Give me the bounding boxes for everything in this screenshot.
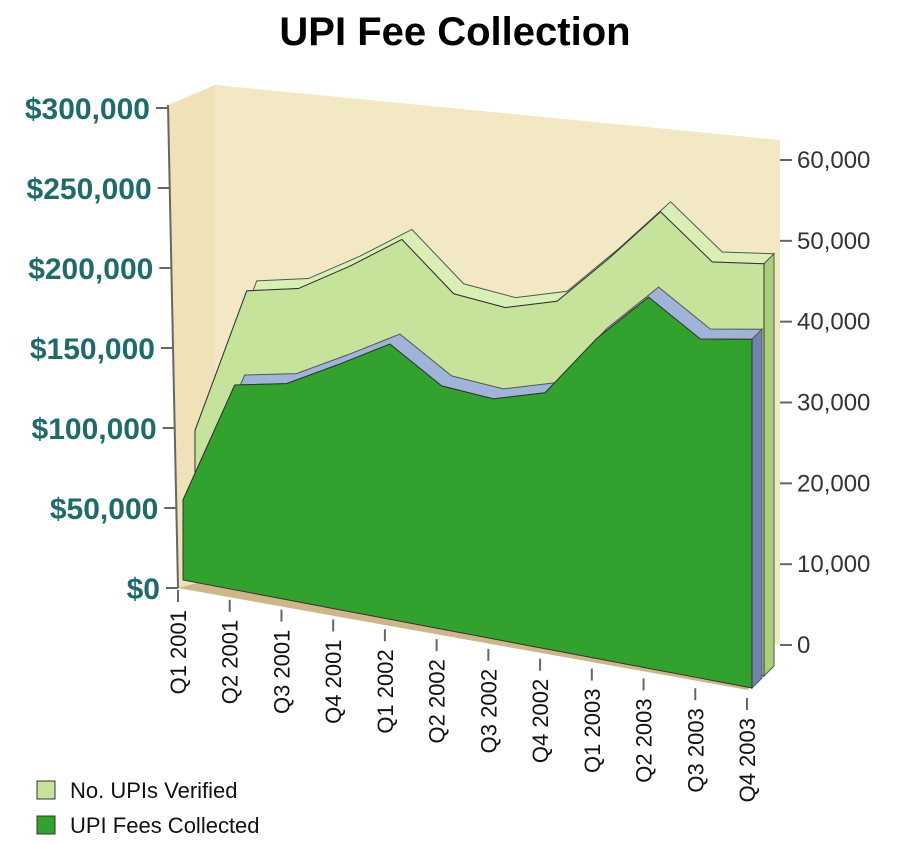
x-tick-label: Q2 2001: [218, 620, 243, 704]
series-front-face: [182, 296, 753, 689]
series-layer: [182, 201, 776, 690]
left-tick-label: $250,000: [27, 173, 152, 206]
legend: No. UPIs Verified UPI Fees Collected: [36, 778, 260, 838]
x-tick-label: Q3 2003: [683, 708, 708, 792]
x-tick-label: Q1 2001: [166, 610, 191, 694]
right-tick-label: 10,000: [797, 551, 870, 578]
x-tick-label: Q3 2002: [476, 669, 501, 753]
x-tick-label: Q3 2001: [269, 630, 294, 714]
x-tick-label: Q4 2001: [321, 639, 346, 723]
x-tick-label: Q4 2002: [528, 679, 553, 763]
legend-swatch-fees-collected: [36, 815, 56, 835]
left-tick-label: $150,000: [30, 333, 155, 366]
right-tick-label: 20,000: [797, 470, 870, 497]
left-tick-label: $200,000: [28, 253, 153, 286]
x-tick-label: Q2 2003: [632, 698, 657, 782]
legend-item-upis-verified: No. UPIs Verified: [36, 778, 238, 803]
left-axis-ticks: $0 $50,000 $100,000 $150,000 $200,000 $250,00…: [25, 93, 178, 606]
x-axis-ticks: Q1 2001 Q2 2001 Q3 2001 Q4 2001 Q1 2002 Q2 20…: [166, 590, 760, 802]
series-upi-fees-collected: [182, 286, 764, 690]
chart-title: UPI Fee Collection: [279, 10, 630, 54]
series-side-face: [763, 252, 775, 678]
right-tick-label: 50,000: [797, 228, 870, 255]
left-tick-label: $50,000: [50, 493, 158, 526]
x-tick-label: Q4 2003: [735, 718, 760, 802]
right-tick-label: 40,000: [797, 309, 870, 336]
right-tick-label: 60,000: [797, 147, 870, 174]
right-tick-label: 30,000: [797, 390, 870, 417]
x-tick-label: Q2 2002: [425, 659, 450, 743]
x-tick-label: Q1 2002: [373, 649, 398, 733]
left-tick-label: $300,000: [25, 93, 150, 126]
legend-swatch-upis-verified: [36, 780, 56, 800]
right-axis-ticks: 0 10,000 20,000 30,000 40,000 50,000 60,000: [780, 147, 870, 659]
left-tick-label: $0: [127, 573, 160, 606]
left-tick-label: $100,000: [32, 413, 157, 446]
legend-label-fees-collected: UPI Fees Collected: [70, 813, 260, 838]
series-side-face: [751, 327, 763, 690]
right-tick-label: 0: [797, 632, 810, 659]
legend-item-fees-collected: UPI Fees Collected: [36, 813, 260, 838]
legend-label-upis-verified: No. UPIs Verified: [70, 778, 238, 803]
x-tick-label: Q1 2003: [580, 689, 605, 773]
